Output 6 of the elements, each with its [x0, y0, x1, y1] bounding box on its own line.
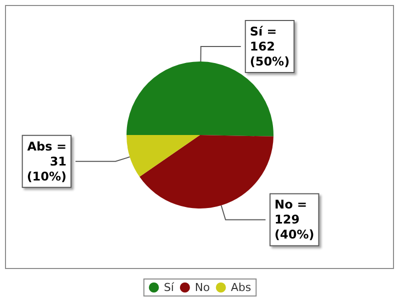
legend-label: Sí	[164, 281, 175, 294]
data-label: No = 129 (40%)	[274, 198, 314, 242]
data-label: Sí = 162 (50%)	[250, 24, 290, 69]
data-label: Abs = 31 (10%)	[26, 139, 67, 184]
legend-label: Abs	[230, 281, 252, 294]
legend-label: No	[194, 281, 210, 294]
